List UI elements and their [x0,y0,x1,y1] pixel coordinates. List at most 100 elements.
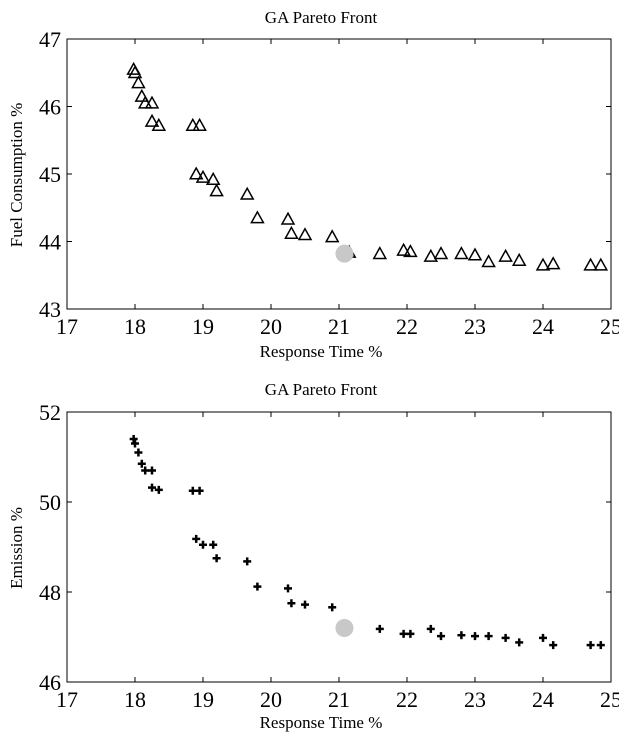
x-tick-label: 24 [532,314,554,339]
data-point-plus [243,557,252,566]
data-point-plus [154,485,163,494]
y-tick-labels: 43 44 45 46 47 [39,27,61,322]
x-tick-label: 21 [328,687,350,712]
data-point-triangle [297,227,313,241]
data-point-triangle [144,113,160,127]
x-tick-label: 19 [192,314,214,339]
data-point-plus [437,632,445,641]
data-point-triangle [433,246,449,260]
data-point-plus [131,439,139,448]
data-point-plus [471,632,479,641]
data-point-plus [287,599,296,608]
x-tick-label: 23 [464,687,486,712]
data-point-triangle [467,247,483,261]
x-tick-label: 17 [56,687,78,712]
x-tick-label: 25 [600,687,619,712]
data-point-plus [199,540,207,549]
plot-emission: GA Pareto Front 17 18 19 20 21 22 23 24 25 46 48 5… [7,380,619,732]
x-tick-label: 24 [532,687,554,712]
data-point-plus [137,459,146,468]
data-point-plus [284,584,292,593]
data-point-triangle [127,65,143,79]
y-tick-label: 44 [39,230,61,255]
x-tick-label: 19 [192,687,214,712]
data-point-triangle [151,117,167,131]
x-tick-label: 21 [328,314,350,339]
data-point-plus [129,435,138,443]
data-point-triangle [454,246,469,260]
data-point-plus [192,534,201,543]
data-point-triangle [144,95,160,109]
x-tick-label: 20 [260,314,282,339]
data-point-triangle [209,183,224,197]
y-tick-labels: 46 48 50 52 [39,400,61,695]
x-tick-labels: 17 18 19 20 21 22 23 24 25 [56,687,619,712]
data-point-triangle [423,248,439,262]
data-point-triangle [583,257,598,271]
y-tick-label: 52 [39,400,61,425]
x-tick-label: 18 [124,314,146,339]
y-axis-label: Emission % [7,507,26,589]
data-point-plus [301,600,309,609]
data-point-plus [501,633,510,642]
x-tick-label: 17 [56,314,78,339]
data-point-plus [399,629,408,638]
data-point-triangle [239,186,255,200]
data-point-triangle [511,252,527,266]
data-point-triangle [481,254,496,268]
data-point-triangle [284,225,299,239]
data-point-plus [515,638,524,647]
data-point-triangle [372,246,388,260]
data-point-plus [375,624,384,633]
data-point-triangle [250,210,265,224]
y-tick-label: 50 [39,490,61,515]
data-points [129,435,605,650]
data-point-triangle [535,257,551,271]
data-point-plus [134,448,143,457]
data-point-plus [457,631,466,640]
data-point-plus [195,486,204,495]
x-tick-labels: 17 18 19 20 21 22 23 24 25 [56,314,619,339]
y-axis-label: Fuel Consumption % [7,103,26,248]
y-tick-label: 43 [39,297,61,322]
x-tick-label: 18 [124,687,146,712]
data-point-plus [406,629,415,638]
x-tick-label: 23 [464,314,486,339]
x-axis-label: Response Time % [260,342,383,361]
data-point-triangle [280,211,296,225]
data-point-triangle [396,242,411,256]
data-point-triangle [188,166,204,180]
data-point-triangle [403,244,418,258]
axis-ticks [66,38,612,310]
data-point-triangle [593,257,609,271]
data-point-triangle [134,88,150,102]
plot-title: GA Pareto Front [265,8,378,27]
x-axis-label: Response Time % [260,713,383,732]
data-point-plus [484,632,493,641]
y-tick-label: 47 [39,27,61,52]
data-point-plus [212,554,221,563]
data-point-plus [253,582,262,591]
data-point-triangle [131,75,146,89]
data-point-triangle [192,117,207,131]
data-point-triangle [205,171,221,185]
data-point-plus [596,641,605,650]
selected-solution-marker [335,244,354,263]
plot-fuel-consumption: GA Pareto Front 17 18 19 20 21 22 23 24 25 43444… [7,8,619,361]
data-point-plus [328,603,337,612]
data-point-plus [148,483,156,492]
axis-ticks [66,411,612,683]
data-point-triangle [498,248,513,262]
x-tick-label: 20 [260,687,282,712]
x-tick-label: 22 [396,687,418,712]
data-point-triangle [545,256,561,270]
data-point-plus [141,466,150,475]
x-tick-label: 25 [600,314,619,339]
selected-solution-marker [335,619,354,637]
data-point-triangle [324,229,340,243]
data-point-plus [549,641,558,650]
data-point-plus [586,641,595,650]
y-tick-label: 46 [39,670,61,695]
data-point-plus [426,624,435,633]
